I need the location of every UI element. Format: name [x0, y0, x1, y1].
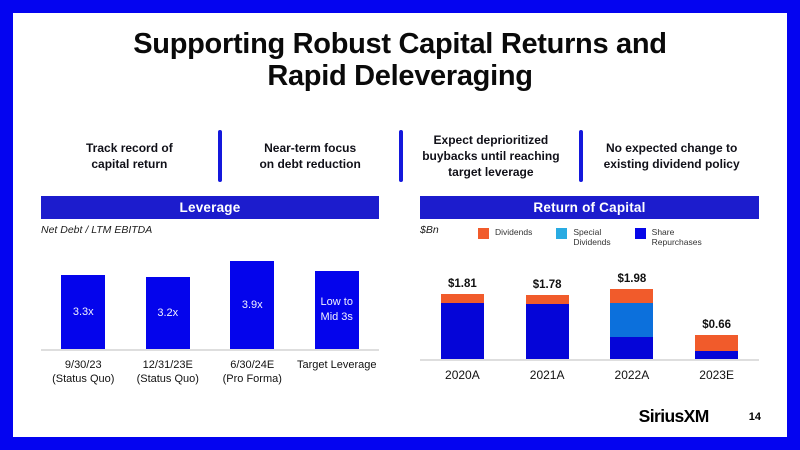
units-label: $Bn	[420, 224, 439, 236]
roc-segment-dividends	[695, 335, 739, 351]
leverage-axis-label: 12/31/23E (Status Quo)	[136, 359, 199, 386]
page-number: 14	[748, 410, 761, 423]
leverage-section: Leverage Net Debt / LTM EBITDA 3.3x 3.2x 3…	[41, 196, 379, 387]
return-of-capital-chart: $1.81 $1.78 $1.98 $0.66	[420, 259, 759, 361]
key-point-debt-reduction: Near-term focus on debt reduction	[259, 140, 361, 171]
slide: Supporting Robust Capital Returns and Ra…	[13, 13, 787, 437]
leverage-bar-value: 3.2x	[157, 306, 179, 319]
leverage-bar: 3.9x	[230, 261, 275, 349]
siriusxm-logo: SiriusXM	[638, 406, 710, 426]
roc-stacked-bar	[610, 289, 654, 359]
roc-axis-label: 2022A	[614, 368, 650, 382]
leverage-axis-labels: 9/30/23 (Status Quo) 12/31/23E (Status Qu…	[41, 358, 379, 387]
legend-item-special-dividends: Special Dividends	[556, 227, 611, 248]
key-point-buybacks: Expect deprioritized buybacks until reac…	[422, 132, 560, 180]
dividends-swatch-icon	[478, 228, 489, 239]
roc-stacked-bar	[525, 295, 569, 359]
roc-axis-label: 2023E	[699, 368, 734, 382]
leverage-section-header: Leverage	[41, 196, 379, 219]
roc-segment-special-dividends	[610, 303, 654, 337]
roc-bar-column: $0.66	[674, 319, 759, 359]
legend-label: Share Repurchases	[651, 227, 702, 248]
leverage-bar-value: 3.3x	[72, 305, 94, 318]
leverage-axis-label: 9/30/23 (Status Quo)	[52, 359, 115, 386]
roc-total-label: $1.78	[532, 279, 562, 291]
return-of-capital-axis-labels: 2020A 2021A 2022A 2023E	[420, 368, 759, 384]
leverage-bar-column: 3.9x	[210, 261, 295, 349]
roc-segment-dividends	[610, 289, 654, 303]
leverage-bar: 3.2x	[145, 277, 190, 349]
leverage-subtitle: Net Debt / LTM EBITDA	[41, 224, 153, 236]
leverage-bar-value: 3.9x	[241, 298, 263, 311]
chart-legend: Dividends Special Dividends Share Repurc…	[478, 227, 759, 249]
key-point-track-record: Track record of capital return	[86, 140, 173, 171]
footer: SiriusXM 14	[639, 406, 761, 427]
roc-segment-share-repurchases	[610, 337, 654, 359]
roc-bar-column: $1.98	[590, 273, 675, 359]
roc-segment-share-repurchases	[695, 351, 739, 359]
leverage-bar-column: 3.2x	[126, 277, 211, 349]
legend-item-share-repurchases: Share Repurchases	[634, 227, 702, 248]
leverage-axis-label: 6/30/24E (Pro Forma)	[222, 359, 282, 386]
legend-label: Special Dividends	[573, 227, 611, 248]
roc-axis-label: 2021A	[529, 368, 565, 382]
vertical-divider	[579, 130, 584, 182]
legend-label: Dividends	[495, 227, 533, 237]
key-points-row: Track record of capital return Near-term…	[41, 123, 760, 189]
leverage-bar: Low to Mid 3s	[314, 271, 359, 349]
leverage-bar-column: 3.3x	[41, 275, 126, 349]
legend-item-dividends: Dividends	[478, 227, 532, 239]
leverage-bar-value: Low to Mid 3s	[320, 296, 353, 323]
roc-bar-column: $1.78	[505, 279, 590, 359]
vertical-divider	[217, 130, 222, 182]
roc-total-label: $1.98	[617, 273, 647, 285]
leverage-bar: 3.3x	[61, 275, 106, 349]
roc-total-label: $0.66	[702, 319, 732, 331]
special-dividends-swatch-icon	[556, 228, 568, 239]
roc-total-label: $1.81	[447, 278, 477, 290]
leverage-bar-column: Low to Mid 3s	[295, 271, 380, 349]
roc-segment-share-repurchases	[525, 304, 569, 359]
roc-segment-dividends	[525, 295, 569, 304]
return-of-capital-section: Return of Capital $Bn Dividends Special …	[420, 196, 759, 384]
roc-segment-dividends	[440, 294, 484, 303]
roc-segment-share-repurchases	[440, 303, 484, 359]
share-repurchases-swatch-icon	[634, 228, 646, 239]
roc-stacked-bar	[695, 335, 739, 359]
vertical-divider	[398, 130, 403, 182]
slide-title: Supporting Robust Capital Returns and Ra…	[133, 28, 667, 93]
roc-bar-column: $1.81	[420, 278, 505, 359]
roc-axis-label: 2020A	[445, 368, 480, 382]
return-of-capital-section-header: Return of Capital	[420, 196, 759, 219]
key-point-dividend-policy: No expected change to existing dividend …	[603, 140, 740, 171]
leverage-axis-label: Target Leverage	[297, 359, 377, 371]
roc-stacked-bar	[440, 294, 484, 359]
leverage-chart: 3.3x 3.2x 3.9x Low to Mid 3s	[41, 257, 379, 351]
